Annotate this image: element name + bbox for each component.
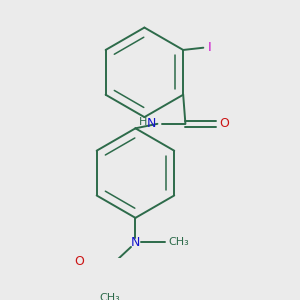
- Text: H: H: [139, 117, 147, 127]
- Text: N: N: [131, 236, 140, 249]
- Text: CH₃: CH₃: [168, 238, 189, 248]
- Text: CH₃: CH₃: [99, 293, 120, 300]
- Text: N: N: [147, 117, 156, 130]
- Text: I: I: [208, 41, 211, 54]
- Text: O: O: [219, 117, 229, 130]
- Text: O: O: [74, 255, 84, 268]
